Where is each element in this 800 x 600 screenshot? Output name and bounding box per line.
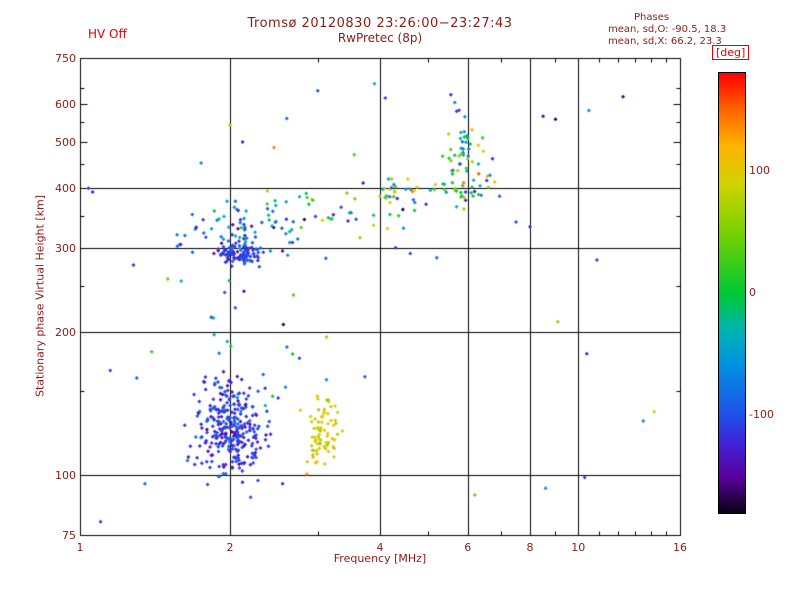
- x-tick-label: 16: [673, 541, 687, 554]
- plot-title: Tromsø 20120830 23:26:00−23:27:43: [247, 16, 513, 31]
- y-tick-label: 200: [55, 325, 76, 339]
- y-axis-label: Stationary phase Virtual Height [km]: [33, 194, 47, 398]
- phases-title: Phases: [634, 12, 670, 23]
- colorbar: [718, 72, 746, 514]
- plot-subtitle: RwPretec (8p): [337, 31, 423, 45]
- x-tick-label: 2: [226, 541, 234, 554]
- colorbar-tick-label: -100: [749, 408, 774, 422]
- colorbar-unit-label: [deg]: [712, 45, 750, 60]
- y-tick-label: 500: [55, 135, 76, 149]
- colorbar-tick-label: 0: [749, 286, 756, 299]
- y-tick-label: 300: [55, 241, 76, 255]
- y-tick-label: 400: [55, 182, 76, 196]
- colorbar-tick-label: 100: [749, 163, 770, 177]
- y-tick-label: 75: [62, 529, 76, 542]
- x-tick-label: 1: [76, 541, 84, 554]
- x-tick-label: 4: [376, 541, 384, 554]
- y-tick-label: 100: [55, 469, 76, 483]
- x-tick-label: 10: [571, 541, 586, 554]
- phases-stats-block: Phases mean, sd,O: -90.5, 18.3 mean, sd,…: [608, 12, 726, 48]
- y-tick-label: 750: [55, 52, 76, 65]
- x-tick-label: 6: [464, 541, 472, 554]
- phases-mean-sd-x: mean, sd,X: 66.2, 23.3: [608, 36, 722, 47]
- phases-mean-sd-o: mean, sd,O: -90.5, 18.3: [608, 24, 727, 35]
- x-tick-label: 8: [526, 541, 534, 554]
- x-axis-label: Frequency [MHz]: [333, 552, 427, 565]
- y-tick-label: 600: [55, 98, 76, 112]
- hv-off-status: HV Off: [88, 27, 127, 41]
